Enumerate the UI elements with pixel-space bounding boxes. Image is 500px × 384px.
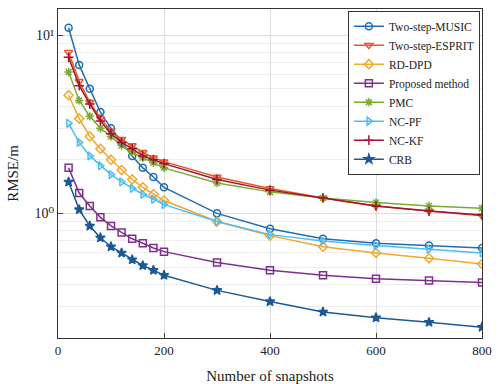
svg-text:PMC: PMC bbox=[389, 97, 414, 109]
svg-text:CRB: CRB bbox=[389, 154, 412, 166]
svg-text:600: 600 bbox=[366, 343, 386, 358]
svg-text:Two-step-ESPRIT: Two-step-ESPRIT bbox=[389, 40, 474, 53]
svg-text:NC-KF: NC-KF bbox=[389, 135, 424, 147]
svg-text:NC-PF: NC-PF bbox=[389, 116, 422, 128]
svg-text:RMSE/m: RMSE/m bbox=[5, 145, 21, 202]
svg-text:Two-step-MUSIC: Two-step-MUSIC bbox=[389, 21, 472, 34]
svg-text:RD-DPD: RD-DPD bbox=[389, 59, 432, 71]
svg-text:400: 400 bbox=[260, 343, 280, 358]
svg-text:0: 0 bbox=[55, 343, 62, 358]
svg-text:Number of snapshots: Number of snapshots bbox=[206, 368, 334, 384]
svg-text:10¹: 10¹ bbox=[36, 28, 54, 43]
svg-text:Proposed method: Proposed method bbox=[389, 78, 469, 91]
svg-text:200: 200 bbox=[154, 343, 174, 358]
svg-text:10⁰: 10⁰ bbox=[35, 206, 55, 221]
svg-text:800: 800 bbox=[472, 343, 492, 358]
